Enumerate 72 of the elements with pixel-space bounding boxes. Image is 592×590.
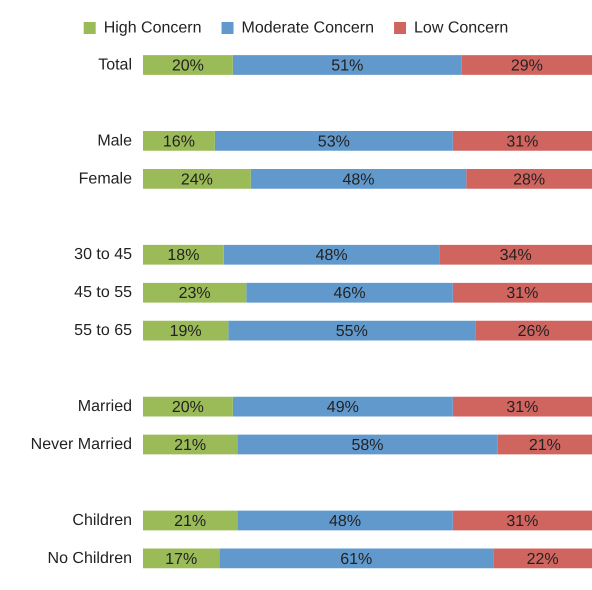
y-tick-label: 30 to 45 — [74, 246, 132, 264]
bar — [237, 510, 453, 530]
data-label: 22% — [526, 550, 559, 568]
y-tick-label: Never Married — [30, 436, 132, 453]
bar — [462, 55, 592, 75]
bar — [452, 510, 592, 530]
bar — [498, 434, 592, 454]
data-label: 53% — [318, 133, 350, 150]
data-label: 21% — [174, 512, 206, 530]
bar — [452, 396, 592, 416]
y-tick-label: No Children — [48, 550, 132, 567]
data-label: 31% — [506, 399, 538, 416]
bar — [143, 434, 238, 454]
bar — [475, 320, 592, 341]
data-label: 31% — [506, 512, 538, 530]
data-label: 21% — [174, 436, 206, 454]
data-label: 55% — [336, 323, 368, 340]
bar — [219, 548, 494, 568]
bar — [232, 396, 453, 416]
data-label: 58% — [351, 436, 384, 454]
bar — [452, 131, 592, 151]
bar — [143, 55, 233, 75]
data-label: 26% — [518, 323, 550, 340]
bar — [466, 168, 592, 189]
data-label: 24% — [180, 171, 213, 188]
bar — [246, 282, 453, 303]
bar — [452, 282, 592, 303]
bar — [232, 55, 462, 75]
data-label: 49% — [326, 399, 359, 416]
y-tick-label: Total — [98, 56, 132, 74]
data-label: 29% — [510, 57, 543, 74]
legend-label: Moderate Concern — [242, 19, 374, 36]
y-tick-label: Married — [78, 398, 132, 415]
bar — [143, 396, 233, 416]
data-label: 46% — [334, 285, 366, 302]
bar — [493, 548, 592, 568]
data-label: 61% — [340, 550, 372, 568]
data-label: 23% — [178, 285, 211, 302]
bar — [143, 510, 238, 530]
data-label: 17% — [165, 550, 198, 568]
data-label: 28% — [513, 171, 546, 188]
data-label: 20% — [172, 399, 204, 416]
bar — [143, 320, 228, 341]
bar — [439, 244, 592, 265]
data-label: 48% — [329, 512, 362, 530]
y-tick-label: Female — [78, 170, 132, 188]
data-label: 31% — [506, 133, 538, 150]
bar — [237, 434, 498, 454]
data-label: 21% — [528, 436, 561, 454]
bar — [143, 131, 215, 151]
y-tick-label: 45 to 55 — [74, 284, 132, 302]
y-tick-label: 55 to 65 — [74, 322, 132, 340]
data-label: 20% — [172, 57, 204, 74]
data-label: 18% — [167, 247, 200, 264]
bar — [250, 168, 466, 189]
data-label: 16% — [162, 133, 195, 150]
y-tick-label: Children — [72, 512, 132, 529]
bar — [228, 320, 476, 341]
data-label: 48% — [342, 171, 375, 188]
bar — [143, 168, 251, 189]
data-label: 31% — [506, 285, 538, 302]
legend-label: High Concern — [104, 19, 202, 36]
data-label: 19% — [170, 323, 202, 340]
bar — [143, 282, 246, 303]
bar — [214, 131, 453, 151]
legend-label: Low Concern — [414, 19, 508, 36]
data-label: 48% — [316, 247, 348, 264]
data-label: 34% — [500, 247, 532, 264]
bar — [143, 548, 220, 568]
data-label: 51% — [331, 57, 364, 74]
y-tick-label: Male — [97, 132, 132, 150]
bar — [224, 244, 440, 265]
